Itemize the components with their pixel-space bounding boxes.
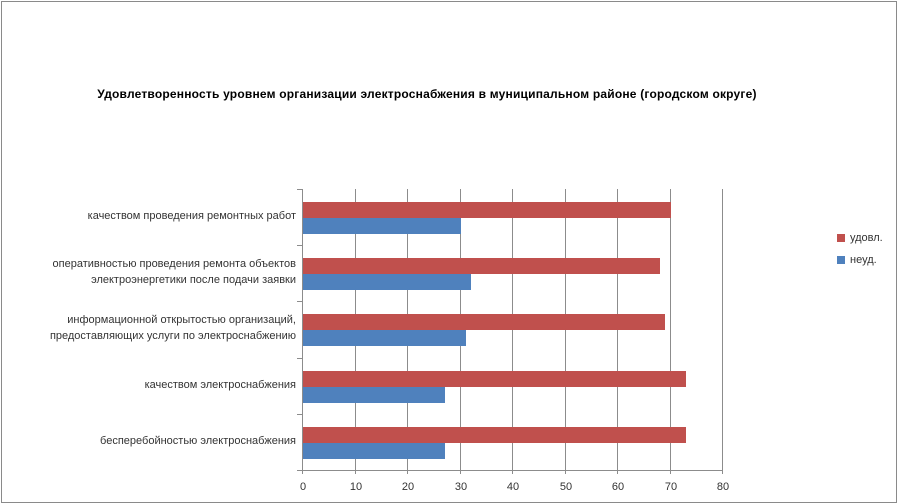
x-axis-tick-50: [565, 470, 566, 474]
x-axis-label-50: 50: [559, 481, 573, 493]
x-axis-label-70: 70: [664, 481, 678, 493]
x-axis-label-20: 20: [401, 481, 415, 493]
plot-area: [297, 189, 723, 474]
y-axis-tick-3: [297, 358, 302, 359]
y-axis-tick-0: [297, 189, 302, 190]
x-axis-label-60: 60: [611, 481, 625, 493]
bar-удовл.-0: [303, 202, 671, 218]
chart-title: Удовлетворенность уровнем организации эл…: [97, 87, 757, 101]
bar-удовл.-3: [303, 371, 686, 387]
bar-неуд.-3: [303, 387, 445, 403]
bar-неуд.-0: [303, 218, 461, 234]
bar-удовл.-2: [303, 314, 665, 330]
y-axis-tick-1: [297, 245, 302, 246]
y-axis-line: [302, 189, 303, 470]
x-axis-tick-10: [355, 470, 356, 474]
x-axis-label-30: 30: [454, 481, 468, 493]
bar-неуд.-2: [303, 330, 466, 346]
legend-label-удовл.: удовл.: [850, 232, 883, 244]
bar-неуд.-1: [303, 274, 471, 290]
y-axis-tick-5: [297, 470, 302, 471]
category-label-4: бесперебойностью электроснабжения: [100, 435, 296, 448]
category-label-1: оперативностью проведения ремонта объект…: [52, 258, 296, 286]
legend-item-неуд.: неуд.: [837, 254, 883, 266]
category-label-2: информационной открытостью организаций, …: [49, 314, 296, 342]
category-label-0: качеством проведения ремонтных работ: [87, 210, 296, 223]
x-axis-label-10: 10: [349, 481, 363, 493]
x-axis-tick-80: [722, 470, 723, 474]
x-axis-label-80: 80: [716, 481, 730, 493]
legend-swatch-удовл.: [837, 234, 845, 242]
legend-swatch-неуд.: [837, 256, 845, 264]
x-axis-tick-60: [617, 470, 618, 474]
x-axis-tick-70: [670, 470, 671, 474]
x-axis-tick-30: [460, 470, 461, 474]
bar-удовл.-4: [303, 427, 686, 443]
gridline-x-70: [670, 189, 671, 470]
x-axis-tick-20: [407, 470, 408, 474]
bar-удовл.-1: [303, 258, 660, 274]
gridline-x-80: [722, 189, 723, 470]
legend: удовл. неуд.: [837, 232, 883, 276]
x-axis-tick-0: [302, 470, 303, 474]
y-axis-tick-2: [297, 301, 302, 302]
x-axis-line: [302, 470, 723, 471]
category-label-3: качеством электроснабжения: [144, 379, 296, 392]
x-axis-label-0: 0: [299, 481, 307, 493]
bar-неуд.-4: [303, 443, 445, 459]
x-axis-tick-40: [512, 470, 513, 474]
legend-item-удовл.: удовл.: [837, 232, 883, 244]
x-axis-label-40: 40: [506, 481, 520, 493]
legend-label-неуд.: неуд.: [850, 254, 877, 266]
y-axis-tick-4: [297, 414, 302, 415]
